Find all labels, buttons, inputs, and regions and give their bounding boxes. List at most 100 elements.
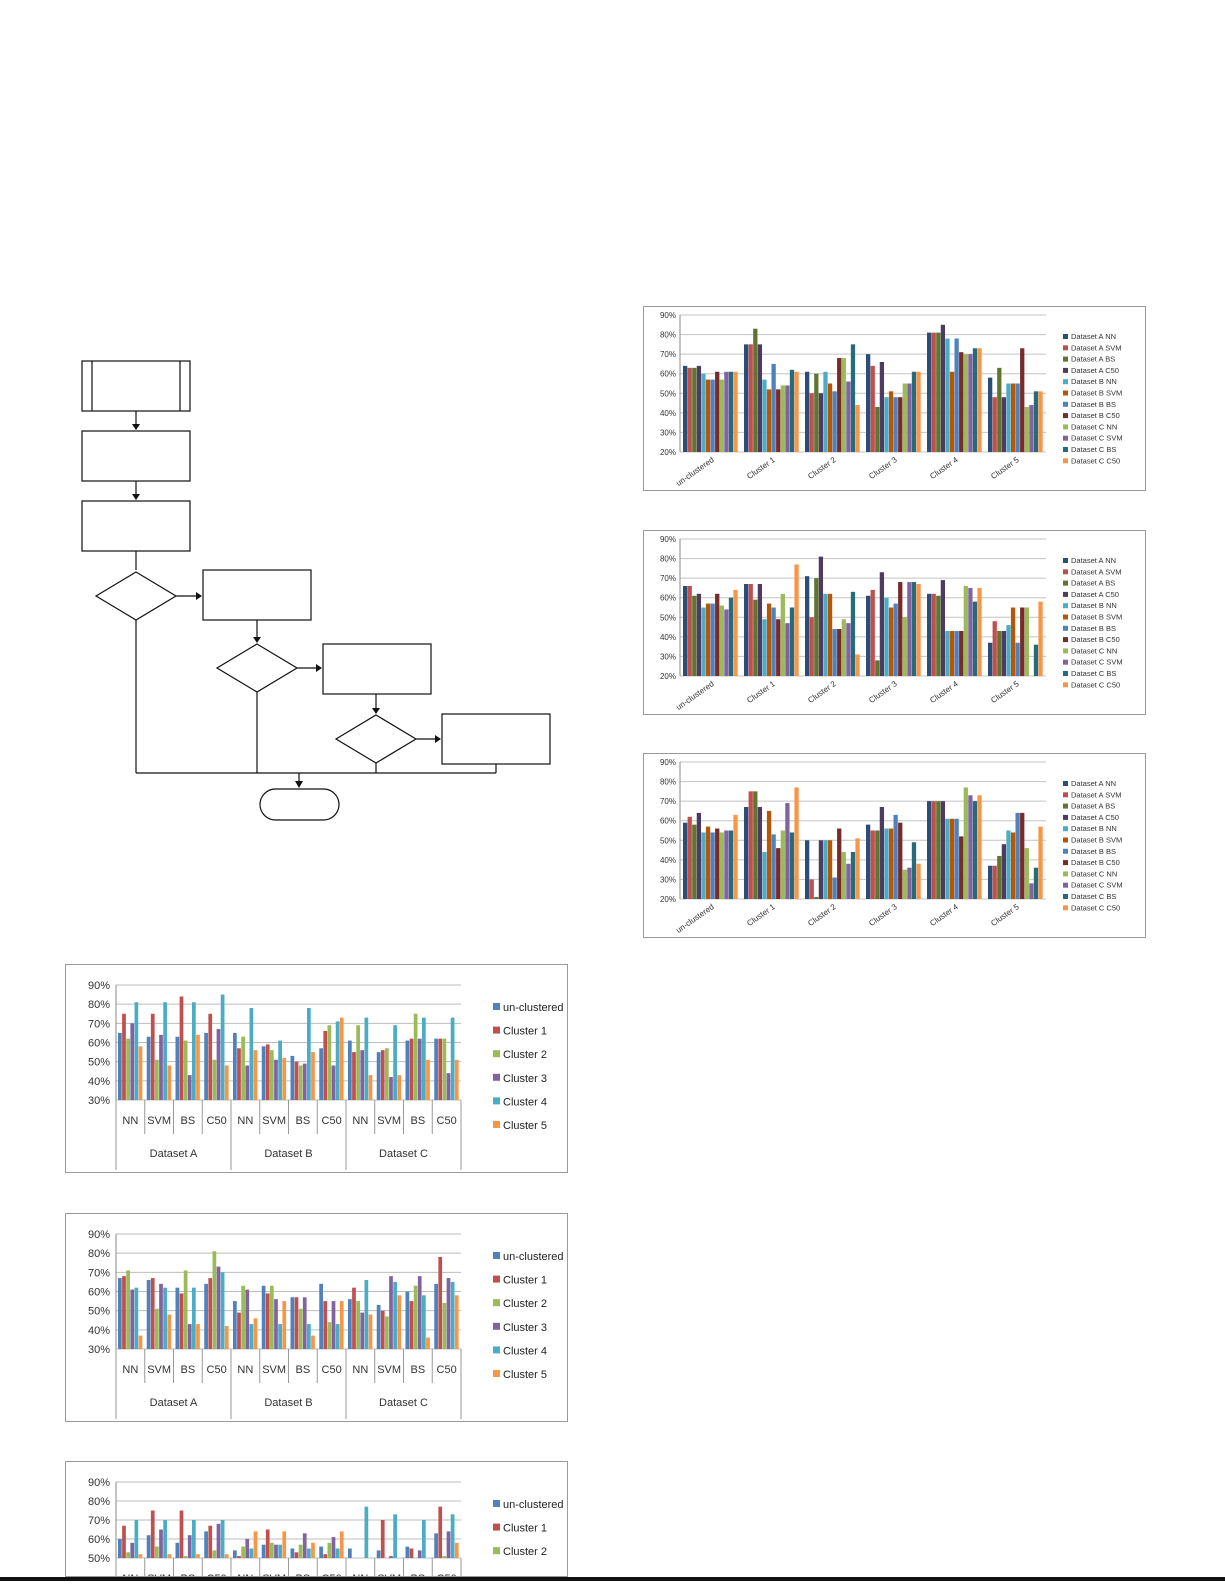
bar	[249, 1324, 254, 1349]
bar	[323, 1301, 328, 1349]
bar	[290, 1548, 295, 1558]
bar	[715, 371, 720, 452]
bar	[728, 597, 734, 676]
bar	[118, 1032, 122, 1100]
bar	[710, 832, 715, 899]
bar	[183, 1040, 188, 1100]
bar	[1038, 826, 1043, 899]
y-tick-label: 50%	[88, 1057, 110, 1069]
flow-decision-1	[94, 571, 178, 621]
bar	[265, 1044, 270, 1100]
legend-label: Cluster 4	[503, 1096, 547, 1108]
legend-label: Dataset C NN	[1071, 422, 1117, 431]
bar	[183, 1556, 188, 1558]
y-tick-label: 80%	[660, 778, 676, 787]
bar	[705, 826, 711, 899]
bar	[683, 822, 688, 899]
bar	[692, 367, 697, 452]
legend-swatch	[1063, 447, 1068, 452]
legend-label: Dataset C SVM	[1071, 658, 1123, 667]
legend-label: Dataset C C50	[1071, 680, 1120, 689]
legend-swatch	[493, 1500, 500, 1507]
bar	[196, 1324, 200, 1349]
y-tick-label: 60%	[88, 1534, 110, 1546]
legend-label: Dataset B BS	[1071, 624, 1116, 633]
bar	[762, 852, 767, 899]
x-tick-label: NN	[352, 1115, 368, 1127]
group-label: Dataset B	[264, 1397, 312, 1409]
legend-swatch	[1063, 334, 1068, 339]
bar	[208, 1525, 213, 1558]
legend-label: Cluster 4	[503, 1345, 547, 1357]
x-tick-label: SVM	[377, 1573, 401, 1576]
bar	[339, 1531, 344, 1558]
bar	[809, 393, 814, 452]
bar	[827, 840, 833, 899]
bar	[150, 1278, 155, 1349]
bar	[302, 1533, 307, 1558]
bar	[733, 589, 738, 676]
bar	[837, 828, 842, 899]
bar	[1006, 625, 1011, 676]
legend-label: Dataset C BS	[1071, 669, 1116, 678]
bar	[253, 1318, 258, 1349]
x-tick-label: BS	[296, 1573, 311, 1576]
y-tick-label: 40%	[660, 409, 676, 418]
legend-swatch	[1063, 659, 1068, 665]
y-tick-label: 90%	[88, 980, 110, 992]
legend-label: Dataset A BS	[1071, 355, 1115, 364]
bar	[837, 358, 842, 452]
bar	[818, 393, 824, 452]
legend-swatch	[1063, 826, 1068, 832]
bar	[870, 830, 875, 899]
legend-swatch	[493, 1275, 500, 1283]
bar	[335, 1324, 340, 1349]
y-tick-label: 70%	[88, 1515, 110, 1527]
bar	[696, 812, 702, 899]
legend-label: Cluster 1	[503, 1275, 547, 1287]
bar	[417, 1038, 422, 1100]
x-tick-label: Cluster 3	[867, 455, 899, 481]
bar	[434, 1283, 438, 1349]
bar	[748, 344, 753, 452]
flow-terminal	[259, 788, 340, 821]
bar	[307, 1548, 311, 1558]
bar	[888, 607, 894, 676]
bar	[323, 1554, 328, 1558]
legend-swatch	[493, 1252, 500, 1259]
x-tick-label: un-clustered	[674, 455, 715, 488]
x-tick-label: SVM	[377, 1364, 401, 1376]
bar	[927, 332, 932, 452]
bar	[307, 1008, 311, 1100]
y-tick-label: 30%	[88, 1344, 110, 1356]
bar	[963, 354, 968, 452]
y-tick-label: 30%	[660, 875, 676, 884]
bar	[241, 1036, 245, 1100]
bar	[997, 367, 1002, 452]
bar	[789, 607, 795, 676]
bar	[1033, 391, 1039, 452]
bar	[945, 338, 950, 452]
legend-label: Dataset C BS	[1071, 892, 1116, 901]
bar	[348, 1040, 352, 1100]
legend-swatch	[493, 1003, 500, 1010]
y-tick-label: 80%	[88, 1248, 110, 1260]
bar	[298, 1544, 303, 1558]
bar	[249, 1548, 254, 1558]
bar	[794, 371, 799, 452]
bar	[434, 1038, 438, 1100]
x-tick-label: NN	[237, 1115, 253, 1127]
bar	[997, 855, 1002, 899]
bar	[936, 595, 941, 676]
legend-swatch	[493, 1073, 500, 1081]
x-tick-label: SVM	[262, 1115, 286, 1127]
legend-label: Cluster 5	[503, 1120, 547, 1132]
legend-label: Dataset A C50	[1071, 813, 1119, 822]
bar	[968, 795, 973, 899]
legend-swatch	[1063, 367, 1068, 373]
legend-label: Cluster 5	[503, 1369, 547, 1381]
bar	[220, 1272, 225, 1349]
bar	[766, 603, 772, 676]
bar	[753, 791, 758, 899]
bar	[339, 1301, 344, 1349]
